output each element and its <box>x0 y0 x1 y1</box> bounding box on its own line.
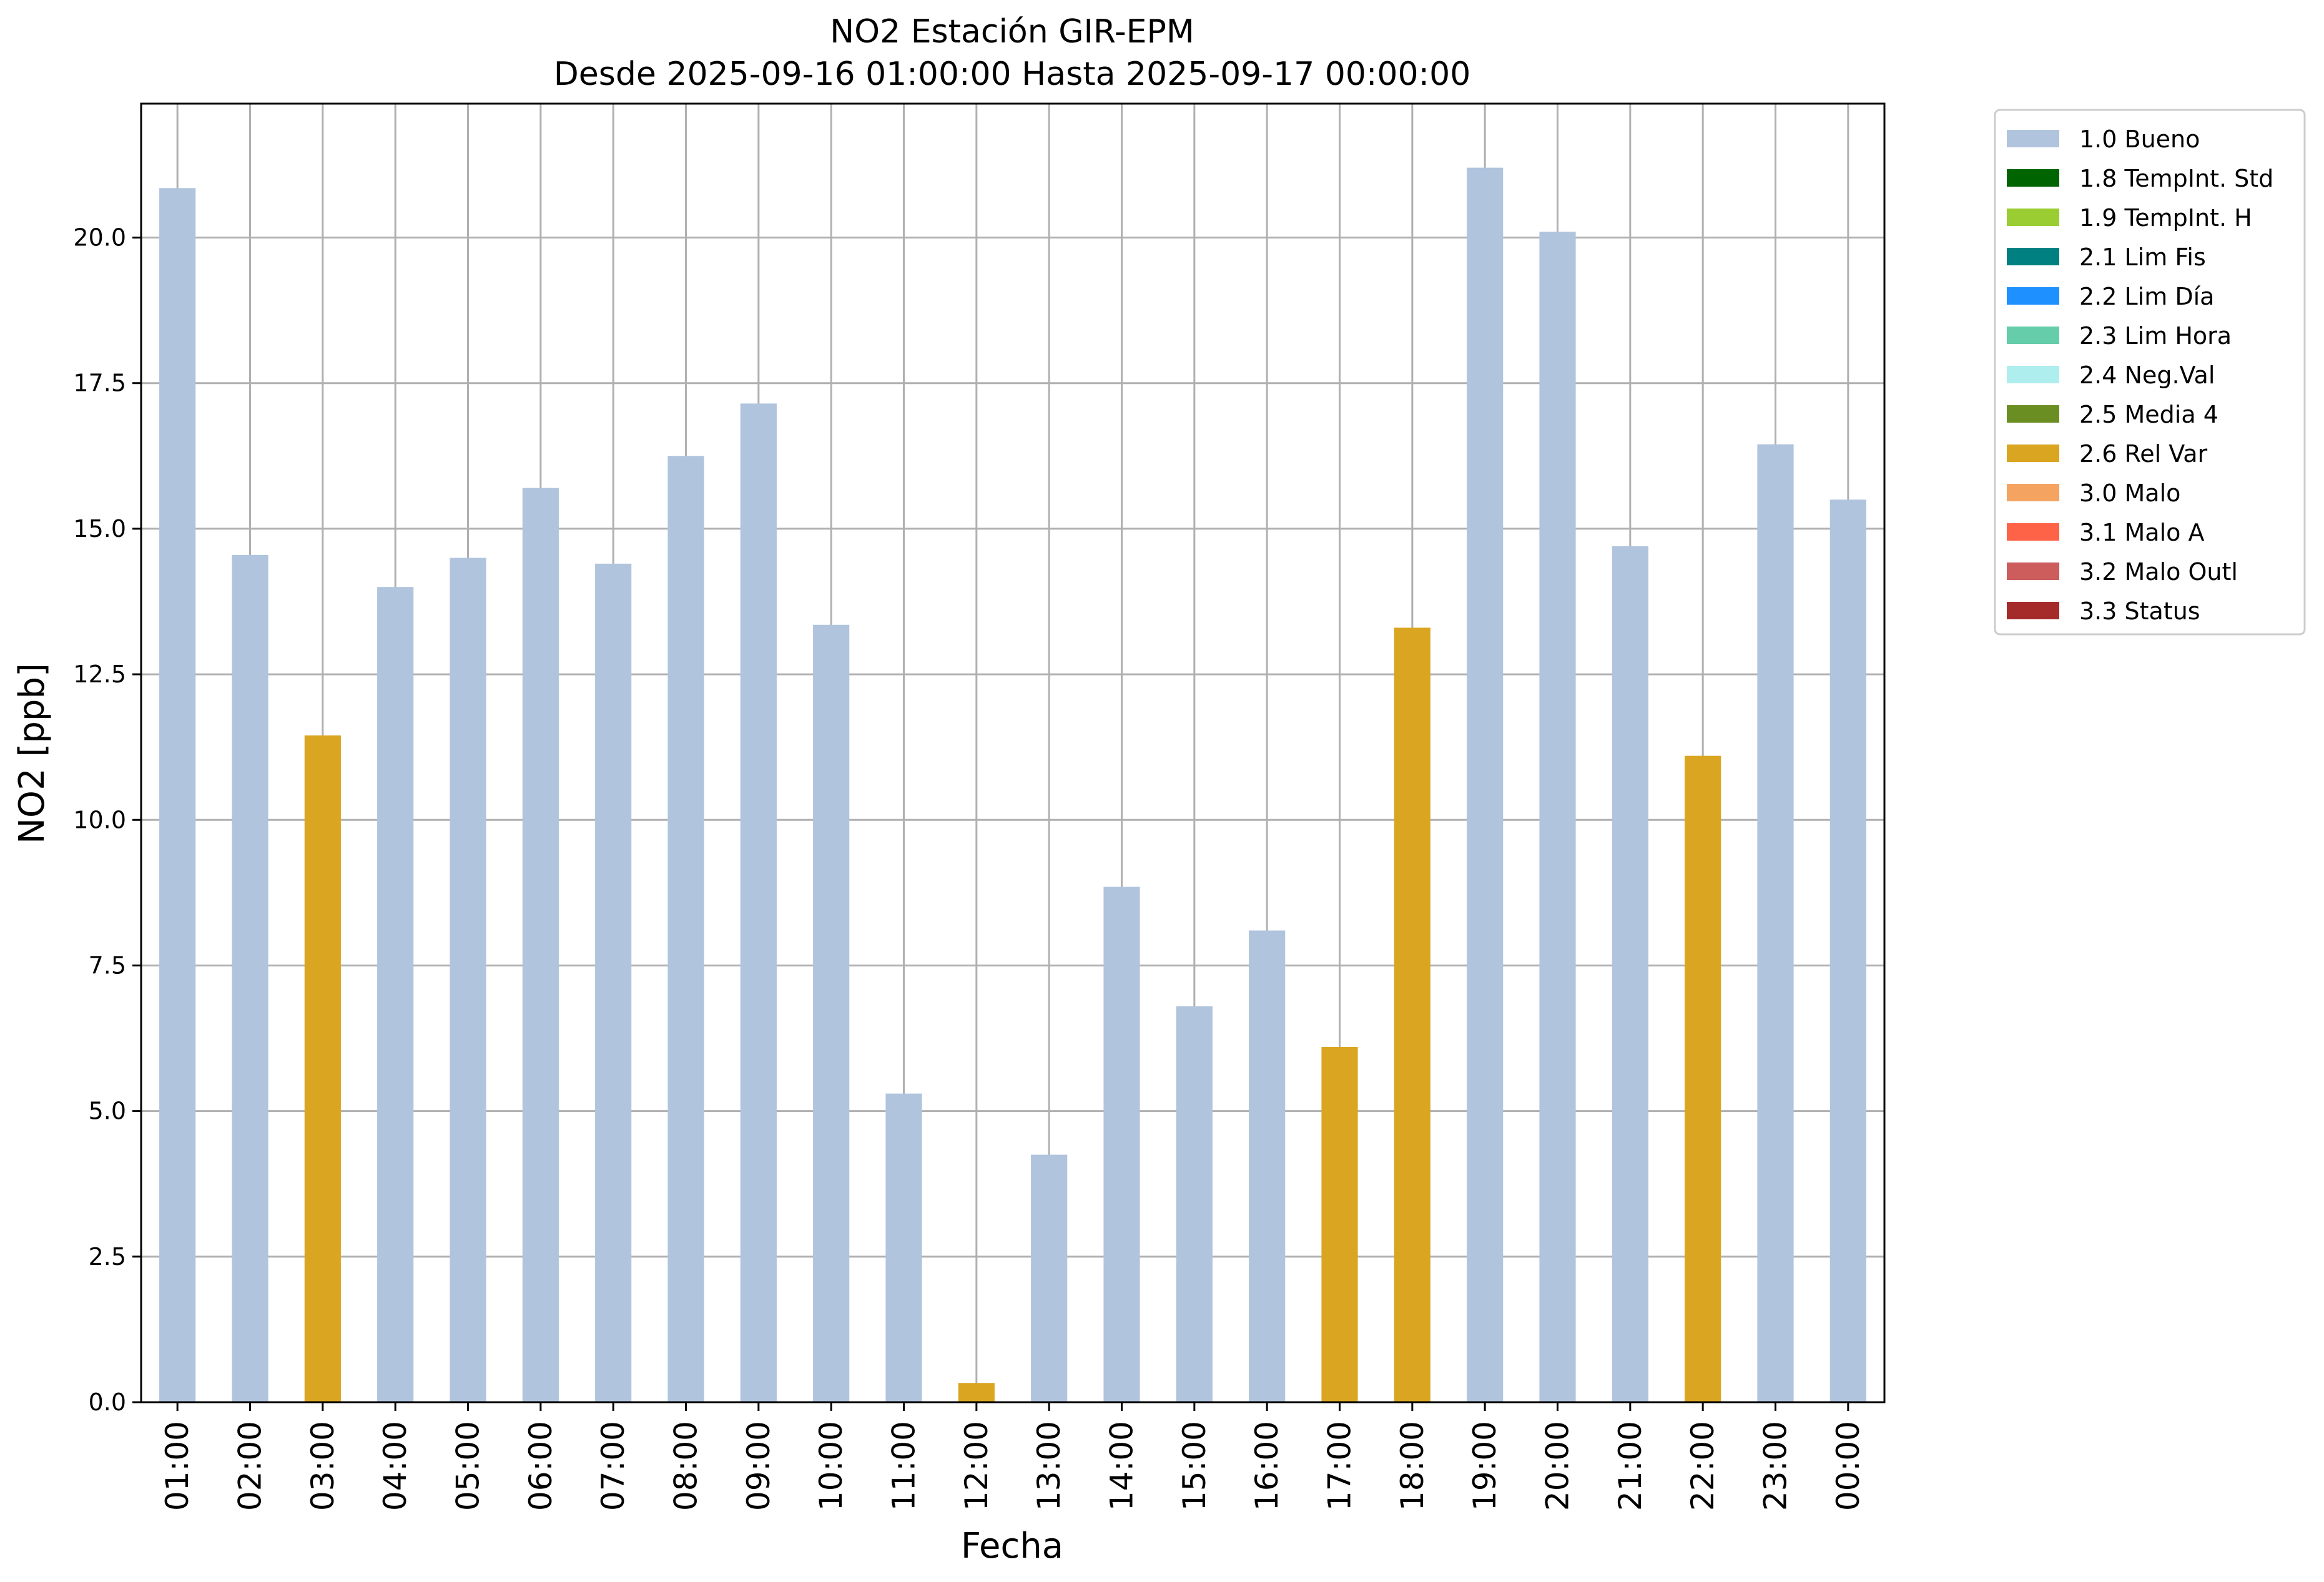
x-tick-label: 22:00 <box>1685 1421 1721 1511</box>
legend-swatch <box>2007 327 2059 344</box>
y-tick-label: 0.0 <box>89 1388 126 1416</box>
bar-0600 <box>522 488 559 1402</box>
y-tick-label: 12.5 <box>73 661 126 688</box>
legend-label: 3.0 Malo <box>2079 479 2180 507</box>
bar-2100 <box>1612 546 1648 1402</box>
bar-0900 <box>740 403 777 1402</box>
legend-swatch <box>2007 366 2059 383</box>
legend-label: 2.3 Lim Hora <box>2079 322 2232 350</box>
x-tick-label: 00:00 <box>1830 1421 1866 1511</box>
bars <box>159 167 1866 1403</box>
chart-title: NO2 Estación GIR-EPM <box>830 13 1194 51</box>
x-tick-label: 01:00 <box>159 1421 195 1511</box>
y-tick-label: 5.0 <box>89 1098 126 1125</box>
x-tick-label: 05:00 <box>450 1421 486 1511</box>
bar-0800 <box>667 456 704 1402</box>
bar-1400 <box>1103 887 1140 1402</box>
legend-swatch <box>2007 287 2059 305</box>
x-tick-label: 15:00 <box>1176 1421 1213 1511</box>
legend-label: 2.2 Lim Día <box>2079 283 2214 310</box>
y-tick-label: 10.0 <box>73 806 126 833</box>
x-tick-label: 14:00 <box>1104 1421 1140 1511</box>
bar-1700 <box>1321 1047 1358 1402</box>
legend-swatch <box>2007 523 2059 541</box>
legend-swatch <box>2007 248 2059 265</box>
x-tick-label: 23:00 <box>1758 1421 1794 1511</box>
x-tick-label: 08:00 <box>668 1421 704 1511</box>
legend-swatch <box>2007 563 2059 580</box>
bar-1800 <box>1394 627 1430 1402</box>
y-tick-label: 20.0 <box>73 224 126 252</box>
bar-2300 <box>1757 444 1794 1403</box>
x-tick-label: 21:00 <box>1612 1421 1648 1511</box>
x-tick-label: 19:00 <box>1467 1421 1503 1511</box>
bar-0700 <box>595 563 632 1402</box>
legend-swatch <box>2007 405 2059 423</box>
legend-label: 2.5 Media 4 <box>2079 401 2218 428</box>
x-tick-label: 11:00 <box>886 1421 922 1511</box>
bar-0000 <box>1829 499 1866 1403</box>
legend-frame <box>1994 109 2306 636</box>
legend-label: 3.1 Malo A <box>2079 519 2204 546</box>
bar-1300 <box>1031 1154 1068 1402</box>
legend-swatch <box>2007 484 2059 501</box>
x-tick-label: 03:00 <box>305 1421 341 1511</box>
legend-label: 1.8 TempInt. Std <box>2079 165 2273 192</box>
y-tick-label: 15.0 <box>73 515 126 543</box>
x-tick-label: 06:00 <box>523 1421 559 1511</box>
y-tick-label: 17.5 <box>73 370 126 397</box>
x-tick-label: 16:00 <box>1249 1421 1285 1511</box>
legend-swatch <box>2007 209 2059 226</box>
bar-1200 <box>958 1383 995 1402</box>
legend: 1.0 Bueno 1.8 TempInt. Std 1.9 TempInt. H 2… <box>1994 109 2306 636</box>
bar-1100 <box>885 1093 922 1402</box>
legend-label: 2.4 Neg.Val <box>2079 361 2215 389</box>
legend-label: 2.6 Rel Var <box>2079 440 2208 468</box>
bar-2000 <box>1539 232 1576 1402</box>
bar-1500 <box>1176 1006 1213 1402</box>
y-axis-ticks: 0.0 2.5 5.0 7.5 10.0 12.5 15.0 17.5 20.0 <box>73 224 141 1416</box>
bar-1000 <box>813 624 850 1402</box>
x-axis-ticks: 01:00 02:00 03:00 04:00 05:00 06:00 07:00 08:00… <box>159 1402 1866 1511</box>
legend-label: 1.0 Bueno <box>2079 125 2200 153</box>
bar-0400 <box>377 587 414 1402</box>
legend-swatch <box>2007 602 2059 619</box>
bar-0100 <box>159 188 196 1403</box>
x-tick-label: 10:00 <box>813 1421 849 1511</box>
y-tick-label: 7.5 <box>89 951 126 979</box>
plot-frame <box>140 102 1886 1403</box>
legend-label: 3.3 Status <box>2079 597 2200 625</box>
bar-2200 <box>1685 755 1721 1402</box>
legend-label: 2.1 Lim Fis <box>2079 243 2206 271</box>
x-tick-label: 02:00 <box>232 1421 268 1511</box>
x-tick-label: 09:00 <box>741 1421 777 1511</box>
legend-swatch <box>2007 169 2059 187</box>
bar-1900 <box>1467 167 1504 1403</box>
x-tick-label: 13:00 <box>1031 1421 1067 1511</box>
x-tick-label: 18:00 <box>1394 1421 1430 1511</box>
y-tick-label: 2.5 <box>89 1243 126 1270</box>
legend-label: 3.2 Malo Outl <box>2079 558 2238 586</box>
x-tick-label: 07:00 <box>595 1421 631 1511</box>
legend-swatch <box>2007 445 2059 462</box>
x-tick-label: 04:00 <box>377 1421 413 1511</box>
bar-1600 <box>1249 930 1286 1402</box>
x-tick-label: 17:00 <box>1322 1421 1358 1511</box>
bar-0200 <box>232 554 268 1403</box>
y-axis-label: NO2 [ppb] <box>12 663 52 844</box>
chart-subtitle: Desde 2025-09-16 01:00:00 Hasta 2025-09-… <box>554 56 1471 93</box>
bar-0500 <box>450 558 486 1402</box>
bar-0300 <box>304 735 341 1402</box>
x-tick-label: 20:00 <box>1540 1421 1576 1511</box>
legend-items: 1.0 Bueno 1.8 TempInt. Std 1.9 TempInt. H 2… <box>2007 125 2273 625</box>
x-tick-label: 12:00 <box>958 1421 995 1511</box>
legend-label: 1.9 TempInt. H <box>2079 204 2252 232</box>
legend-swatch <box>2007 130 2059 147</box>
x-axis-label: Fecha <box>961 1526 1063 1566</box>
